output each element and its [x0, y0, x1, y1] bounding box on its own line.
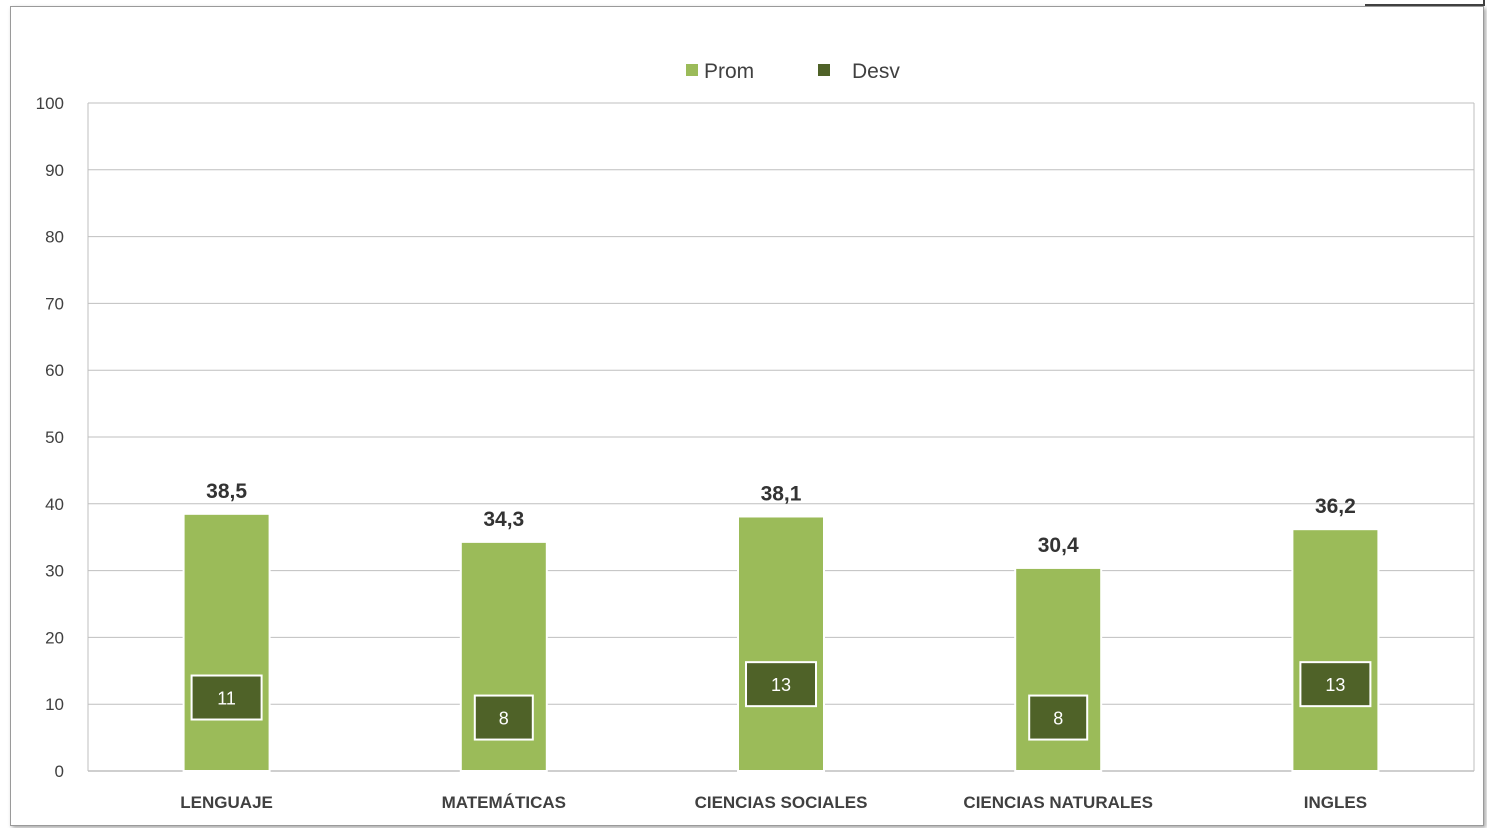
x-category-label: CIENCIAS NATURALES: [963, 793, 1153, 812]
marker-desv: [745, 661, 817, 708]
marker-desv: [473, 694, 534, 741]
gridlines: [87, 102, 1475, 772]
bar-prom: [182, 512, 271, 772]
bar-prom: [1291, 528, 1380, 773]
data-label-desv: 11: [217, 689, 236, 709]
bars: 38,5 11 34,3 8 38,1 13 30,4 8 36,2 13: [182, 480, 1380, 773]
x-category-label: INGLES: [1304, 793, 1367, 812]
y-tick-label: 70: [45, 294, 64, 313]
y-tick-label: 40: [45, 495, 64, 514]
x-category-label: LENGUAJE: [180, 793, 273, 812]
x-category-label: CIENCIAS SOCIALES: [695, 793, 868, 812]
y-tick-label: 60: [45, 361, 64, 380]
data-label-desv: 8: [499, 709, 509, 729]
y-tick-label: 0: [55, 762, 64, 781]
y-tick-label: 50: [45, 428, 64, 447]
marker-desv: [1028, 694, 1089, 741]
legend-label: Prom: [704, 60, 754, 83]
legend-swatch: [818, 64, 830, 76]
y-axis-ticks: 0 10 20 30 40 50 60 70 80 90 100: [36, 94, 64, 781]
legend: Prom Desv: [686, 60, 900, 83]
bar-prom: [737, 515, 825, 772]
data-label-prom: 38,5: [206, 480, 247, 503]
data-label-prom: 34,3: [483, 508, 524, 531]
data-label-prom: 36,2: [1315, 495, 1356, 518]
legend-swatch: [686, 64, 698, 76]
y-tick-label: 20: [45, 628, 64, 647]
y-tick-label: 10: [45, 695, 64, 714]
data-label-desv: 13: [771, 675, 791, 695]
corner-mark: [1365, 0, 1485, 6]
data-label-prom: 30,4: [1038, 534, 1079, 557]
x-axis-categories: LENGUAJE MATEMÁTICAS CIENCIAS SOCIALES CIEN…: [180, 793, 1367, 812]
y-tick-label: 80: [45, 228, 64, 247]
data-label-prom: 38,1: [761, 482, 802, 505]
data-label-desv: 8: [1053, 709, 1063, 729]
x-category-label: MATEMÁTICAS: [442, 793, 566, 812]
marker-desv: [190, 674, 263, 721]
y-tick-label: 90: [45, 161, 64, 180]
legend-label: Desv: [852, 60, 900, 83]
data-label-desv: 13: [1325, 675, 1345, 695]
marker-desv: [1299, 661, 1372, 708]
y-tick-label: 100: [36, 94, 64, 113]
y-tick-label: 30: [45, 562, 64, 581]
